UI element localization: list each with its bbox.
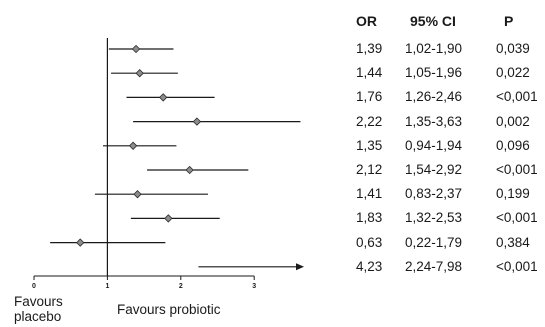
row-7-ci: 1,32-2,53 [405,210,463,226]
row-6-ci: 0,83-2,37 [405,186,463,202]
row-9-ci: 2,24-7,98 [405,258,463,274]
row-4-p: 0,096 [496,137,530,153]
point-marker-5 [185,165,194,175]
row-7-or: 1,83 [356,210,383,226]
row-0-or: 1,39 [356,41,383,56]
row-4-ci: 0,94-1,94 [405,137,463,153]
col-header-ci: 95% CI [410,13,456,29]
x-tick-label-2: 2 [179,283,183,290]
point-marker-2 [159,93,168,102]
x-tick-label-3: 3 [252,283,256,290]
point-marker-3 [192,117,202,126]
row-6-or: 1,41 [356,186,383,202]
row-3-ci: 1,35-3,63 [405,113,463,129]
row-4-or: 1,35 [356,137,383,153]
row-8-ci: 0,22-1,79 [405,234,463,250]
row-6-p: 0,199 [496,186,530,202]
row-2-ci: 1,26-2,46 [405,89,463,105]
row-9-p: <0,001 [496,258,538,274]
row-2-or: 1,76 [356,89,383,105]
row-9-or: 4,23 [356,258,383,274]
row-2-p: <0,001 [496,89,538,105]
point-marker-8 [76,238,85,247]
point-marker-4 [128,141,138,150]
point-marker-0 [131,44,141,54]
x-tick-label-0: 0 [32,283,36,290]
row-5-or: 2,12 [356,162,383,177]
col-header-p: P [504,13,514,29]
favours-placebo-label: Favours placebo [14,294,63,324]
favours-probiotic-label: Favours probiotic [117,302,221,317]
point-marker-6 [133,190,142,199]
row-3-or: 2,22 [356,113,383,129]
row-8-p: 0,384 [496,234,530,250]
row-0-ci: 1,02-1,90 [405,41,463,56]
col-header-or: OR [356,13,377,29]
point-marker-7 [164,214,173,223]
row-7-p: <0,001 [496,210,538,226]
row-5-p: <0,001 [496,162,538,177]
row-8-or: 0,63 [356,234,383,250]
row-1-p: 0,022 [496,65,530,81]
ci-arrow-9 [296,263,304,271]
row-0-p: 0,039 [496,41,530,56]
row-1-ci: 1,05-1,96 [405,65,463,81]
forest-plot-body: 0 1 2 3 [32,38,304,290]
x-tick-label-1: 1 [105,283,109,290]
row-5-ci: 1,54-2,92 [405,162,463,177]
row-3-p: 0,002 [496,113,530,129]
point-marker-1 [135,69,144,78]
row-1-or: 1,44 [356,65,383,81]
